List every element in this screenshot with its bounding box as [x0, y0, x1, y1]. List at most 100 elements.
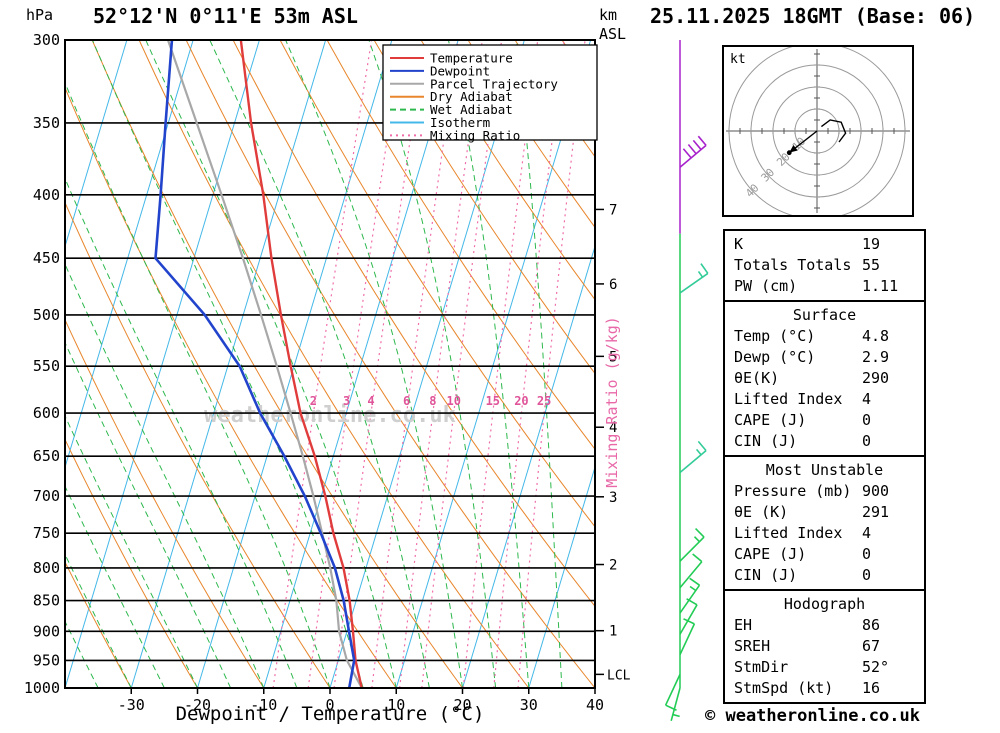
stat-value: 0: [862, 432, 872, 450]
stat-row: θE (K) 291: [725, 502, 924, 523]
svg-text:Mixing Ratio: Mixing Ratio: [430, 128, 520, 143]
wind-barb: [679, 135, 707, 168]
svg-text:2: 2: [609, 558, 617, 574]
svg-text:400: 400: [33, 186, 60, 204]
stat-row: Totals Totals 55: [725, 255, 924, 276]
stat-row: PW (cm) 1.11: [725, 276, 924, 297]
stats-section: K 19 Totals Totals 55 PW (cm) 1.11: [723, 229, 926, 302]
stat-value: 2.9: [862, 348, 890, 366]
svg-text:Dewpoint: Dewpoint: [430, 63, 490, 78]
isotherm-lines: [65, 40, 595, 688]
stat-value: 290: [862, 369, 890, 387]
stat-row: K 19: [725, 234, 924, 255]
svg-text:700: 700: [33, 487, 60, 505]
stat-row: CAPE (J) 0: [725, 544, 924, 565]
run-title: 25.11.2025 18GMT (Base: 06): [650, 4, 976, 28]
stat-label: Lifted Index: [734, 524, 843, 542]
svg-text:4: 4: [367, 394, 374, 408]
stat-label: Pressure (mb): [734, 482, 852, 500]
stat-row: Temp (°C) 4.8: [725, 326, 924, 347]
stat-label: Lifted Index: [734, 390, 843, 408]
stats-section: Surface Temp (°C) 4.8 Dewp (°C) 2.9 θE(K) 290 L…: [723, 300, 926, 457]
svg-text:Wet Adiabat: Wet Adiabat: [430, 102, 513, 117]
svg-text:Parcel Trajectory: Parcel Trajectory: [430, 76, 558, 91]
stat-label: CAPE (J): [734, 411, 807, 429]
svg-text:Dry Adiabat: Dry Adiabat: [430, 89, 513, 104]
svg-text:20: 20: [514, 394, 528, 408]
svg-text:Temperature: Temperature: [430, 51, 513, 66]
stat-label: θE (K): [734, 503, 789, 521]
stat-label: Temp (°C): [734, 327, 816, 345]
stat-value: 52°: [862, 658, 890, 676]
mixing-ratio-labels: 2 3 4 6 8 10 15 20 25: [310, 394, 552, 408]
wind-barb: [679, 553, 703, 589]
stat-label: CAPE (J): [734, 545, 807, 563]
svg-text:-30: -30: [118, 696, 145, 714]
svg-text:10: 10: [387, 696, 405, 714]
stat-row: CIN (J) 0: [725, 431, 924, 452]
svg-text:550: 550: [33, 357, 60, 375]
stat-row: Lifted Index 4: [725, 523, 924, 544]
svg-text:0: 0: [325, 696, 334, 714]
stat-row: θE(K) 290: [725, 368, 924, 389]
wind-barb: [679, 598, 698, 635]
stat-value: 16: [862, 679, 881, 697]
stat-value: 0: [862, 545, 872, 563]
stat-label: StmDir: [734, 658, 789, 676]
svg-text:600: 600: [33, 404, 60, 422]
svg-text:350: 350: [33, 114, 60, 132]
wind-barb: [664, 674, 681, 711]
svg-text:1000: 1000: [24, 679, 60, 697]
svg-text:25: 25: [537, 394, 551, 408]
stat-row: Lifted Index 4: [725, 389, 924, 410]
stats-section: Hodograph EH 86 SREH 67 StmDir 52° StmSpd (kt) 1…: [723, 589, 926, 704]
stat-label: K: [734, 235, 744, 253]
svg-text:500: 500: [33, 306, 60, 324]
wind-barb: [679, 528, 705, 562]
stat-label: Totals Totals: [734, 256, 852, 274]
stat-label: StmSpd (kt): [734, 679, 834, 697]
svg-text:900: 900: [33, 622, 60, 640]
stat-value: 67: [862, 637, 881, 655]
stats-section-header: Hodograph: [783, 595, 866, 613]
stat-label: CIN (J): [734, 432, 798, 450]
temperature-axis: -30 -20 -10 0 10 20 30 40: [118, 688, 604, 714]
stats-section-header: Surface: [792, 306, 857, 324]
storm-motion-vector: [786, 130, 818, 156]
km-axis-asl-label: ASL: [599, 25, 627, 43]
svg-text:300: 300: [33, 31, 60, 49]
stat-label: PW (cm): [734, 277, 798, 295]
pressure-unit-label: hPa: [26, 6, 54, 24]
stat-value: 1.11: [862, 277, 899, 295]
stat-row: Dewp (°C) 2.9: [725, 347, 924, 368]
svg-text:7: 7: [609, 202, 617, 218]
copyright: © weatheronline.co.uk: [705, 706, 920, 726]
wind-barb: [670, 687, 681, 722]
stat-row: StmSpd (kt) 16: [725, 678, 924, 699]
km-axis: 1 2 3 4 5 6 7 LCL: [596, 202, 631, 683]
svg-text:1: 1: [609, 624, 617, 640]
svg-text:3: 3: [343, 394, 350, 408]
stat-row: CAPE (J) 0: [725, 410, 924, 431]
wind-barb: [679, 440, 707, 474]
mixing-ratio-axis-label: Mixing Ratio (g/kg): [603, 316, 621, 488]
stat-row: Pressure (mb) 900: [725, 481, 924, 502]
svg-text:-10: -10: [250, 696, 277, 714]
svg-text:weatheronline.co.uk: weatheronline.co.uk: [204, 403, 456, 428]
wind-barb: [679, 618, 696, 656]
wind-barb-column: [664, 40, 709, 722]
wind-barb: [679, 577, 701, 614]
stat-value: 0: [862, 411, 872, 429]
svg-text:10: 10: [446, 394, 460, 408]
watermark: weatheronline.co.uk: [204, 403, 456, 428]
x-axis-title: Dewpoint / Temperature (°C): [175, 703, 485, 725]
stat-value: 900: [862, 482, 890, 500]
svg-text:30: 30: [520, 696, 538, 714]
svg-text:850: 850: [33, 592, 60, 610]
hodograph-trace: [820, 119, 847, 143]
svg-text:2: 2: [310, 394, 317, 408]
skewt-chart: weatheronline.co.uk300350400450500550600…: [24, 31, 709, 722]
svg-text:Mixing Ratio (g/kg): Mixing Ratio (g/kg): [603, 316, 621, 488]
